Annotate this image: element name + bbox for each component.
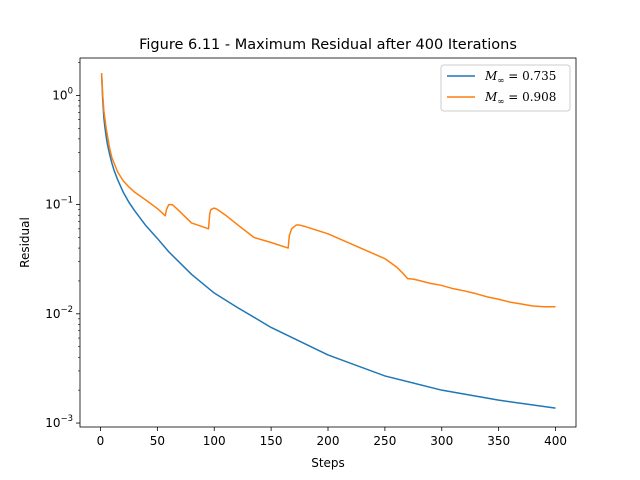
x-tick-label: 50 [150,434,165,448]
y-tick-label: 10−3 [45,414,73,430]
chart-title: Figure 6.11 - Maximum Residual after 400… [139,37,517,53]
plot-frame [79,57,577,428]
x-tick-label: 150 [260,434,283,448]
x-axis-title: Steps [311,456,345,470]
series-line-1 [100,74,556,409]
x-tick-label: 400 [544,434,567,448]
series-line-2 [100,73,556,308]
x-tick-label: 350 [487,434,510,448]
legend: M∞ = 0.735 M∞ = 0.908 [440,64,571,112]
y-tick-label: 100 [52,86,73,102]
x-tick-label: 100 [203,434,226,448]
x-tick-label: 200 [317,434,340,448]
y-axis-title: Residual [18,217,32,268]
legend-label-2: M∞ = 0.908 [484,90,556,107]
y-tick-label: 10−1 [45,196,73,212]
x-tick-label: 0 [97,434,105,448]
series-layer [100,73,556,409]
legend-label-1: M∞ = 0.735 [484,69,556,86]
x-tick-label: 300 [430,434,453,448]
x-tick-label: 250 [373,434,396,448]
y-axis: 10−3 10−2 10−1 100 [45,62,80,430]
y-tick-label: 10−2 [45,305,73,321]
x-axis: 0 50 100 150 200 250 300 350 400 [97,427,567,448]
